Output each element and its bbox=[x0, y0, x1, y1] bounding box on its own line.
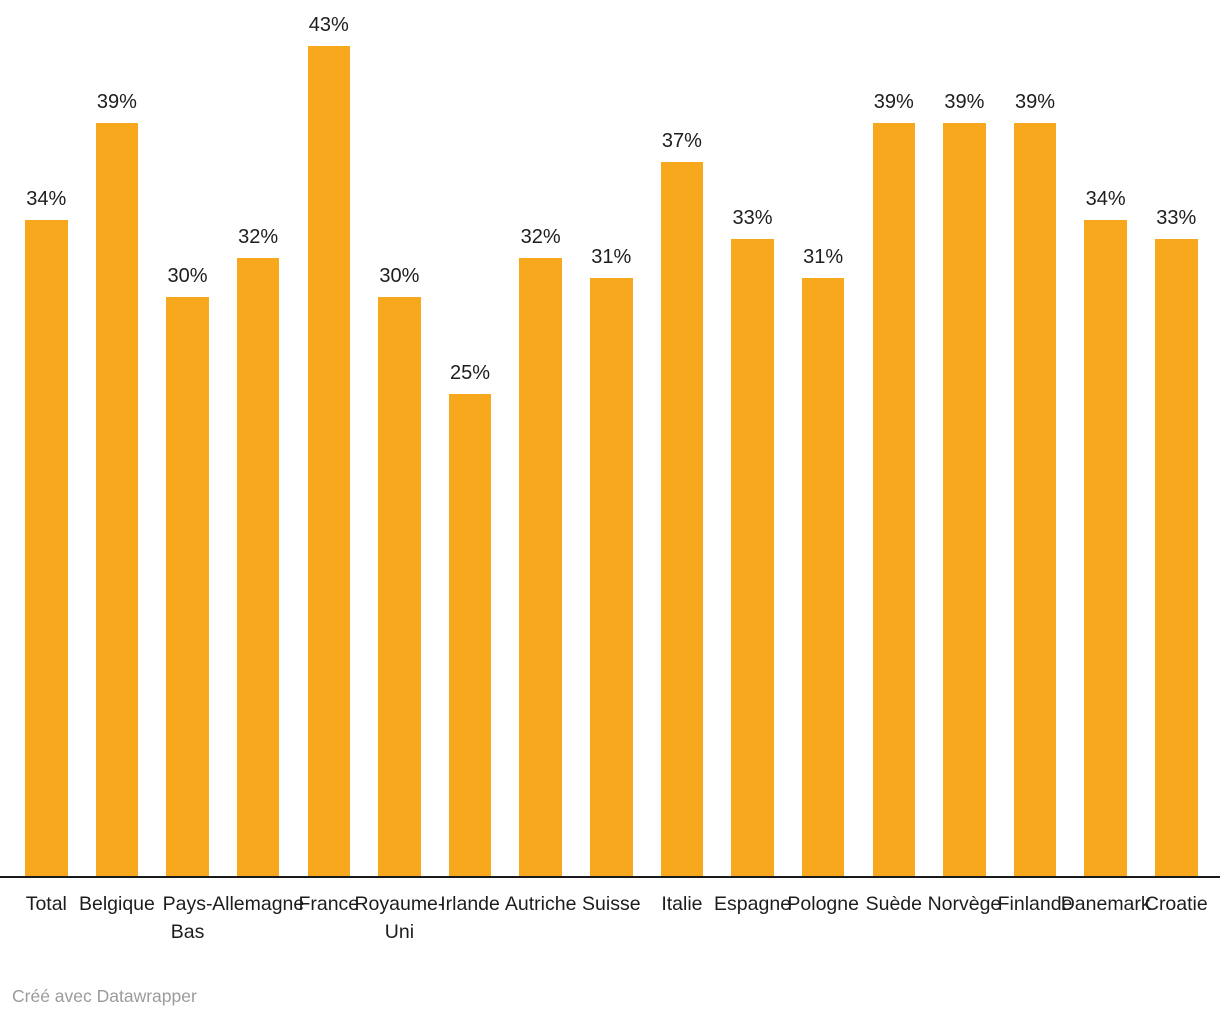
x-axis-label-autriche: Autriche bbox=[504, 893, 577, 915]
bar-finlande[interactable] bbox=[1013, 123, 1057, 876]
bar-royaume-uni[interactable] bbox=[378, 297, 421, 876]
bar-pays-bas[interactable] bbox=[166, 297, 209, 876]
x-axis-label-france: France bbox=[298, 893, 360, 915]
datawrapper-credit-link[interactable]: Créé avec Datawrapper bbox=[12, 986, 197, 1006]
bar-pologne[interactable] bbox=[801, 277, 845, 876]
bar-autriche[interactable] bbox=[519, 258, 562, 876]
value-label-suisse: 31% bbox=[591, 245, 632, 268]
value-label-croatie: 33% bbox=[1156, 207, 1197, 230]
x-axis-label-norv-ge: Norvège bbox=[927, 893, 1002, 915]
value-label-total: 34% bbox=[26, 187, 67, 210]
bar-total[interactable] bbox=[25, 219, 68, 876]
value-label-france: 43% bbox=[308, 14, 349, 37]
bar-allemagne[interactable] bbox=[236, 258, 280, 876]
x-axis-label-finlande: Finlande bbox=[997, 893, 1073, 915]
value-label-espagne: 33% bbox=[732, 207, 773, 230]
x-axis-label-suisse: Suisse bbox=[582, 893, 641, 915]
bar-italie[interactable] bbox=[660, 161, 704, 876]
x-axis-baseline bbox=[0, 876, 1220, 878]
x-axis-label-belgique: Belgique bbox=[78, 893, 155, 915]
x-axis-label-croatie: Croatie bbox=[1144, 893, 1208, 915]
value-label-royaume-uni: 30% bbox=[379, 265, 420, 287]
x-axis-label-espagne: Espagne bbox=[714, 893, 792, 915]
bar-belgique[interactable] bbox=[95, 123, 139, 876]
bar-irlande[interactable] bbox=[448, 393, 492, 876]
bar-croatie[interactable] bbox=[1155, 239, 1198, 876]
bar-su-de[interactable] bbox=[872, 123, 916, 876]
x-axis-label-pays-bas: Pays- Bas bbox=[162, 893, 213, 943]
value-label-norv-ge: 39% bbox=[944, 91, 985, 114]
bar-france[interactable] bbox=[307, 46, 351, 876]
value-label-autriche: 32% bbox=[520, 226, 561, 249]
x-axis-label-pologne: Pologne bbox=[787, 893, 859, 915]
bar-norv-ge[interactable] bbox=[943, 123, 986, 876]
x-axis-label-total: Total bbox=[25, 893, 67, 915]
value-label-su-de: 39% bbox=[873, 91, 914, 114]
x-axis-label-italie: Italie bbox=[661, 893, 703, 915]
x-axis-label-irlande: Irlande bbox=[440, 893, 500, 915]
x-axis-label-su-de: Suède bbox=[865, 893, 922, 915]
x-axis-label-allemagne: Allemagne bbox=[212, 893, 305, 915]
bar-danemark[interactable] bbox=[1084, 219, 1127, 876]
value-label-danemark: 34% bbox=[1085, 187, 1126, 210]
value-label-pologne: 31% bbox=[803, 245, 844, 268]
x-axis-label-royaume-uni: Royaume- Uni bbox=[354, 893, 445, 943]
value-label-allemagne: 32% bbox=[238, 226, 279, 249]
x-axis-label-danemark: Danemark bbox=[1060, 893, 1151, 915]
value-label-italie: 37% bbox=[661, 129, 702, 152]
bar-suisse[interactable] bbox=[590, 277, 633, 876]
value-label-irlande: 25% bbox=[450, 361, 491, 384]
bar-espagne[interactable] bbox=[731, 239, 774, 876]
plot-area: 34% 39% 30% 32% 43% 30% 25% 32% 31% 37% 33% 31% 39% 3… bbox=[25, 14, 1198, 876]
value-label-finlande: 39% bbox=[1015, 91, 1056, 114]
value-label-belgique: 39% bbox=[96, 91, 137, 114]
value-label-pays-bas: 30% bbox=[167, 265, 208, 287]
